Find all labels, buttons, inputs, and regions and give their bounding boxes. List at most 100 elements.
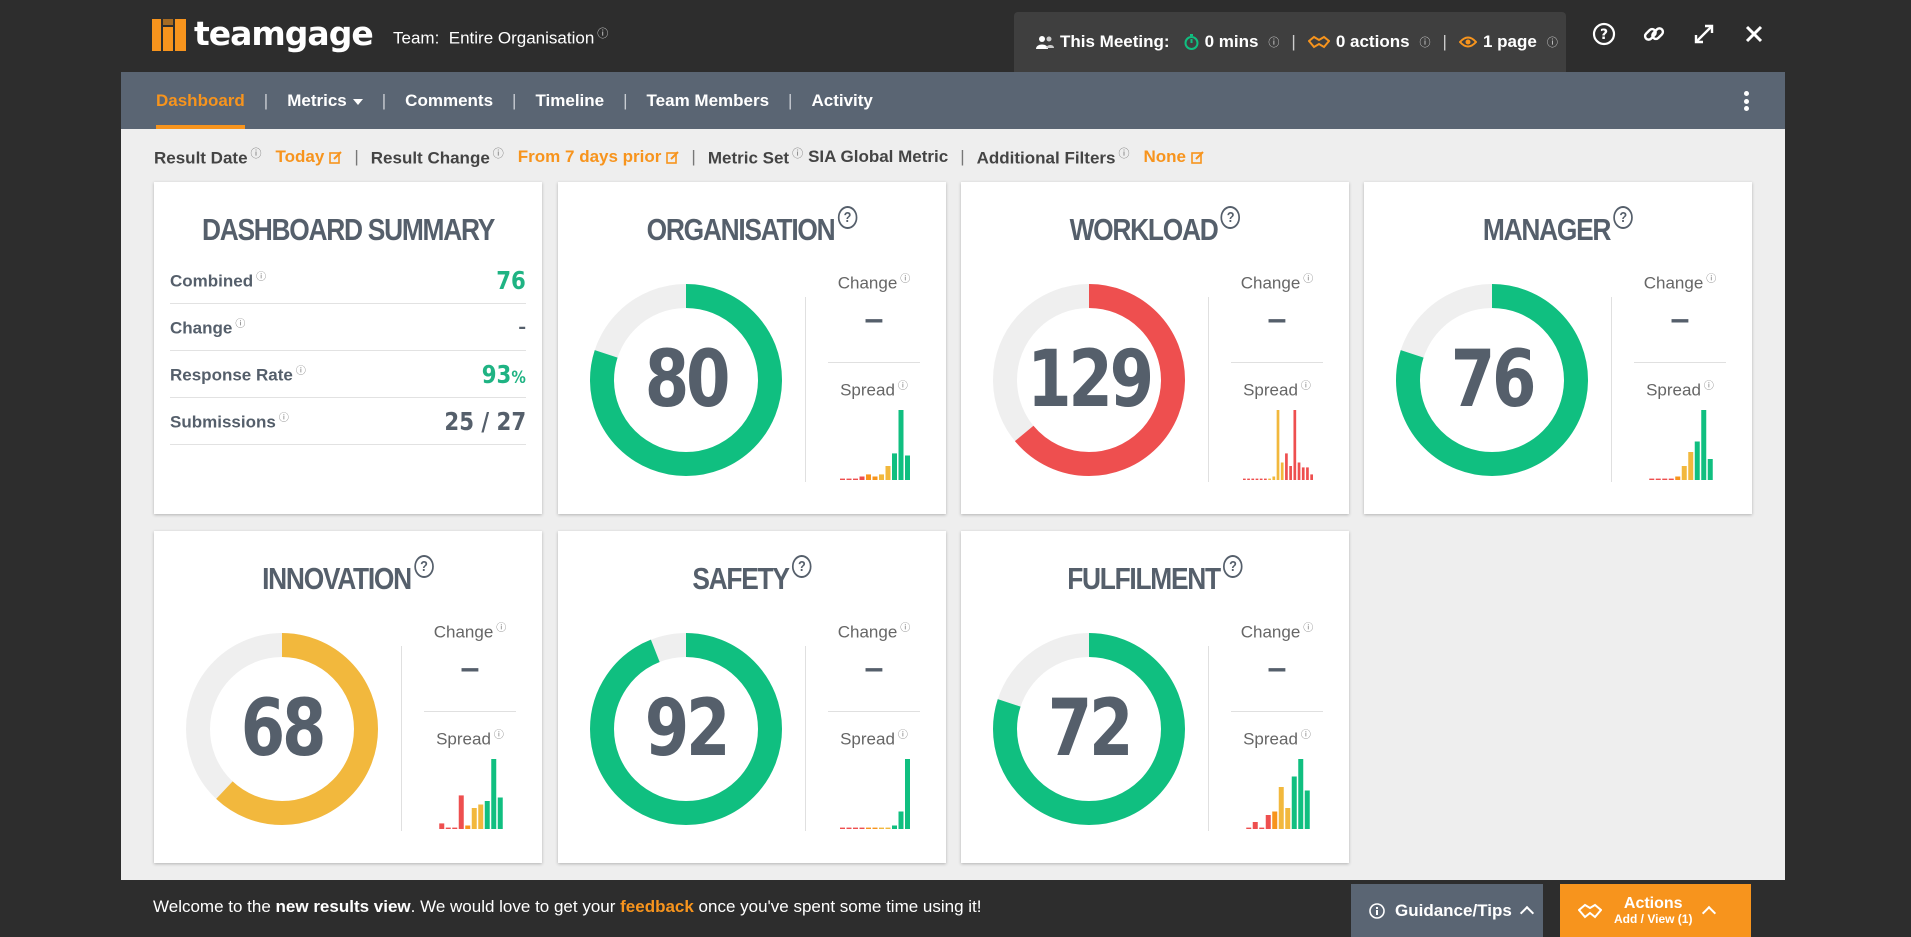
- additional-filters-selector[interactable]: None: [1143, 147, 1204, 167]
- spread-bar: [1662, 478, 1668, 480]
- metric-title: FULFILMENT?: [990, 555, 1320, 597]
- score-donut: [993, 284, 1185, 476]
- spread-bar: [1265, 815, 1271, 829]
- spread-bar: [484, 801, 490, 829]
- summary-row-change: Change ⓘ –: [170, 304, 526, 351]
- team-selector[interactable]: Team: Entire Organisation ⓘ: [393, 25, 608, 49]
- help-icon[interactable]: ?: [837, 206, 858, 229]
- spread-chart: [1243, 410, 1313, 480]
- spread-bar: [1264, 478, 1267, 480]
- help-icon[interactable]: ?: [1613, 206, 1634, 229]
- spread-bar: [879, 474, 884, 480]
- donut-arc: [1396, 284, 1588, 476]
- score-donut: [186, 633, 378, 825]
- metric-title: SAFETY?: [587, 555, 917, 597]
- tab-timeline[interactable]: Timeline: [535, 90, 605, 110]
- handshake-icon: [1307, 35, 1330, 49]
- spread-bar: [1655, 478, 1661, 480]
- change-label: Change ⓘ: [1240, 622, 1314, 642]
- spread-bar: [1268, 478, 1271, 480]
- logo-text: teamgage: [194, 14, 374, 53]
- spread-bar: [1707, 459, 1713, 480]
- spread-bar: [905, 759, 910, 829]
- tab-comments[interactable]: Comments: [405, 90, 494, 110]
- tab-team-members[interactable]: Team Members: [646, 90, 770, 110]
- spread-bar: [866, 827, 871, 829]
- spread-bar: [859, 827, 865, 829]
- spread-bar: [1694, 441, 1700, 480]
- metric-title: ORGANISATION?: [587, 206, 917, 248]
- summary-row-submissions: Submissions ⓘ 25 / 27: [170, 398, 526, 445]
- spread-bar: [1251, 478, 1255, 480]
- change-label: Change ⓘ: [837, 273, 911, 293]
- spread-bar: [1675, 476, 1681, 480]
- help-icon[interactable]: ?: [1223, 555, 1243, 578]
- meeting-label: This Meeting:: [1036, 32, 1170, 52]
- people-icon: [1036, 36, 1054, 49]
- spread-bar: [898, 811, 904, 829]
- donut-arc: [186, 633, 378, 825]
- meeting-actions[interactable]: 0 actions ⓘ: [1307, 32, 1431, 52]
- guidance-tips-button[interactable]: Guidance/Tips: [1351, 884, 1543, 937]
- metric-card-safety[interactable]: SAFETY? 92 Change ⓘ – Spread ⓘ: [558, 531, 946, 863]
- meeting-pages[interactable]: 1 page ⓘ: [1458, 32, 1558, 52]
- help-icon[interactable]: ⓘ: [597, 28, 609, 40]
- change-label: Change ⓘ: [837, 622, 911, 642]
- result-change-selector[interactable]: From 7 days prior: [518, 147, 680, 167]
- spread-chart: [840, 410, 910, 480]
- summary-row-combined: Combined ⓘ 76: [170, 257, 526, 304]
- spread-bar: [872, 476, 878, 480]
- tab-dashboard[interactable]: Dashboard: [156, 72, 245, 129]
- help-icon[interactable]: ?: [792, 555, 812, 578]
- result-date-selector[interactable]: Today: [276, 147, 343, 167]
- meeting-mins[interactable]: 0 mins ⓘ: [1184, 32, 1279, 52]
- teamgage-logo[interactable]: teamgage: [152, 14, 374, 53]
- spread-bar: [452, 827, 458, 829]
- close-icon[interactable]: [1740, 20, 1768, 48]
- feedback-link[interactable]: feedback: [620, 897, 694, 916]
- spread-chart: [439, 759, 503, 829]
- metric-score: 76: [1450, 335, 1537, 425]
- spread-bar: [1688, 452, 1694, 480]
- spread-bar: [471, 808, 477, 829]
- tab-activity[interactable]: Activity: [811, 90, 873, 110]
- help-circle-icon[interactable]: ?: [1590, 20, 1618, 48]
- metric-card-fulfilment[interactable]: FULFILMENT? 72 Change ⓘ – Spread ⓘ: [961, 531, 1349, 863]
- spread-bar: [905, 455, 910, 480]
- spread-bar: [840, 478, 845, 480]
- meeting-bar: This Meeting: 0 mins ⓘ | 0 actions ⓘ | 1 p…: [1014, 12, 1566, 72]
- metric-card-innovation[interactable]: INNOVATION? 68 Change ⓘ – Spread ⓘ: [154, 531, 542, 863]
- help-icon[interactable]: ?: [1220, 206, 1241, 229]
- welcome-message: Welcome to the new results view. We woul…: [153, 897, 982, 916]
- edit-icon: [666, 150, 680, 164]
- help-icon[interactable]: ?: [414, 555, 434, 578]
- spread-bar: [1291, 776, 1297, 829]
- metric-card-manager[interactable]: MANAGER? 76 Change ⓘ – Spread ⓘ: [1364, 182, 1752, 514]
- spread-bar: [892, 825, 897, 829]
- expand-icon[interactable]: [1690, 20, 1718, 48]
- spread-bar: [1310, 474, 1313, 480]
- donut-arc: [993, 633, 1185, 825]
- spread-bar: [898, 410, 904, 480]
- spread-bar: [866, 474, 871, 480]
- results-panel: Dashboard | Metrics | Comments | Timelin…: [121, 72, 1785, 880]
- metric-set-label: Metric Set ⓘ: [707, 148, 804, 168]
- spread-bar: [1289, 466, 1292, 480]
- metric-score: 72: [1047, 684, 1134, 774]
- spread-bar: [1278, 787, 1284, 829]
- more-menu-icon[interactable]: [1743, 91, 1749, 111]
- link-icon[interactable]: [1640, 20, 1668, 48]
- metric-card-organisation[interactable]: ORGANISATION? 80 Change ⓘ – Spread ⓘ: [558, 182, 946, 514]
- actions-button[interactable]: Actions Add / View (1): [1560, 884, 1751, 937]
- handshake-icon: [1578, 903, 1602, 918]
- change-label: Change ⓘ: [1643, 273, 1717, 293]
- spread-chart: [1649, 410, 1713, 480]
- donut-arc: [590, 633, 782, 825]
- spread-bar: [1259, 827, 1265, 829]
- spread-bar: [1280, 462, 1284, 480]
- metric-score: 68: [240, 684, 327, 774]
- spread-label: Spread ⓘ: [1646, 380, 1714, 400]
- change-value: –: [1670, 300, 1690, 338]
- tab-metrics[interactable]: Metrics: [287, 72, 363, 129]
- metric-card-workload[interactable]: WORKLOAD? 129 Change ⓘ – Spread ⓘ: [961, 182, 1349, 514]
